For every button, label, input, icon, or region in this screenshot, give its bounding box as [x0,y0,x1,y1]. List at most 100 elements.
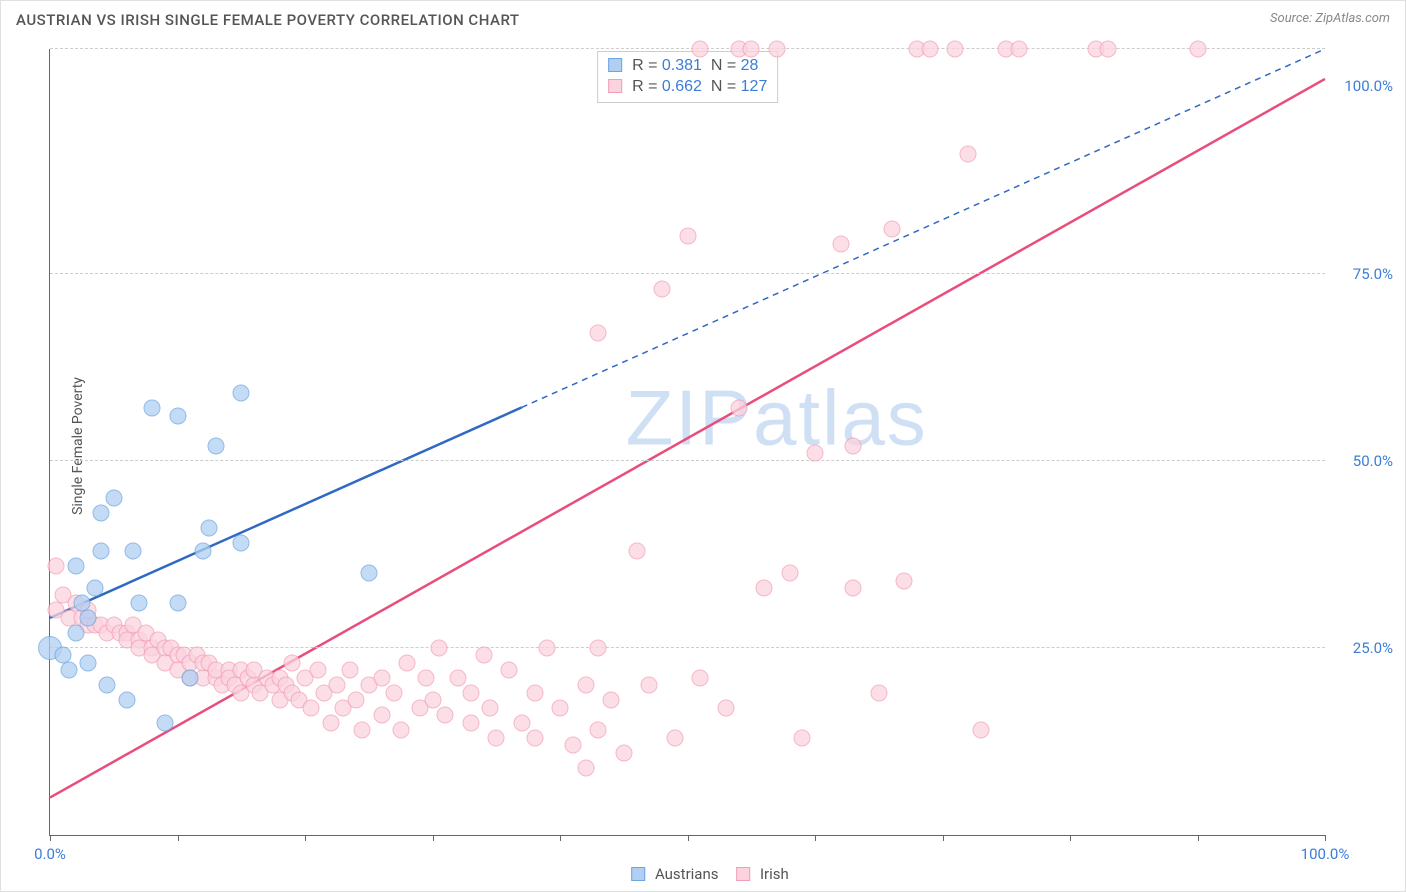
irish-point [1100,41,1117,58]
irish-point [832,235,849,252]
x-tick [560,835,561,841]
r-value-austrians: 0.381 [662,57,702,74]
irish-point [641,677,658,694]
swatch-austrians-icon [608,58,622,72]
irish-point [462,714,479,731]
stats-row-irish: R = 0.662 N = 127 [608,77,768,98]
x-tick [688,835,689,841]
austrians-point [156,714,173,731]
x-tick [1198,835,1199,841]
x-tick [50,835,51,841]
irish-point [590,722,607,739]
irish-point [947,41,964,58]
irish-point [552,699,569,716]
n-value-austrians: 28 [741,57,759,74]
irish-point [481,699,498,716]
irish-point [424,692,441,709]
austrians-point [360,565,377,582]
irish-point [450,669,467,686]
x-tick [433,835,434,841]
irish-point [743,41,760,58]
x-tick-label: 100.0% [1301,845,1350,863]
irish-point [373,669,390,686]
irish-point [960,145,977,162]
swatch-austrians-icon [631,867,645,881]
irish-point [386,684,403,701]
x-tick [1325,835,1326,841]
irish-point [615,744,632,761]
irish-point [896,572,913,589]
n-value-irish: 127 [741,78,768,95]
irish-point [577,677,594,694]
x-tick [178,835,179,841]
irish-point [564,737,581,754]
austrians-point [93,542,110,559]
irish-point [654,280,671,297]
austrians-point [207,437,224,454]
x-tick [305,835,306,841]
irish-point [348,692,365,709]
irish-point [437,707,454,724]
austrians-point [233,535,250,552]
n-label: N = [706,78,740,95]
irish-point [845,579,862,596]
irish-point [328,677,345,694]
austrians-point [105,490,122,507]
irish-point [756,579,773,596]
gridline [50,273,1325,274]
irish-point [341,662,358,679]
irish-point [603,692,620,709]
irish-point [692,41,709,58]
trend-lines-svg [50,49,1325,835]
source-label: Source: ZipAtlas.com [1270,11,1390,26]
stats-row-austrians: R = 0.381 N = 28 [608,56,768,77]
legend-label-austrians: Austrians [655,865,719,883]
plot-area: ZIPatlas R = 0.381 N = 28 R = 0.662 N = … [49,49,1325,836]
x-tick-label: 0.0% [34,845,66,863]
r-label: R = [632,57,662,74]
irish-point [972,722,989,739]
gridline [50,48,1325,49]
irish-point [794,729,811,746]
irish-point [526,729,543,746]
austrians-point [93,505,110,522]
stats-legend: R = 0.381 N = 28 R = 0.662 N = 127 [597,51,779,103]
x-tick [1070,835,1071,841]
irish-point [430,639,447,656]
irish-point [666,729,683,746]
irish-point [513,714,530,731]
austrians-point [169,594,186,611]
x-tick [815,835,816,841]
austrians-point [118,692,135,709]
austrians-point [195,542,212,559]
austrians-point [99,677,116,694]
irish-point [539,639,556,656]
x-tick [943,835,944,841]
y-tick-label: 100.0% [1333,77,1393,95]
chart-header: AUSTRIAN VS IRISH SINGLE FEMALE POVERTY … [16,11,1390,29]
austrians-point [86,579,103,596]
irish-point [462,684,479,701]
austrians-point [67,624,84,641]
irish-point [577,759,594,776]
r-label: R = [632,78,662,95]
austrians-point [182,669,199,686]
irish-point [526,684,543,701]
irish-point [284,654,301,671]
irish-point [1011,41,1028,58]
irish-point [1189,41,1206,58]
bottom-legend: Austrians Irish [617,865,789,883]
n-label: N = [706,57,740,74]
irish-point [501,662,518,679]
austrians-point [201,520,218,537]
austrians-point [131,594,148,611]
austrians-point [61,662,78,679]
gridline [50,460,1325,461]
irish-point [679,228,696,245]
irish-point [373,707,390,724]
austrians-point [144,400,161,417]
irish-point [488,729,505,746]
austrians-point [233,385,250,402]
irish-point [717,699,734,716]
irish-point [418,669,435,686]
